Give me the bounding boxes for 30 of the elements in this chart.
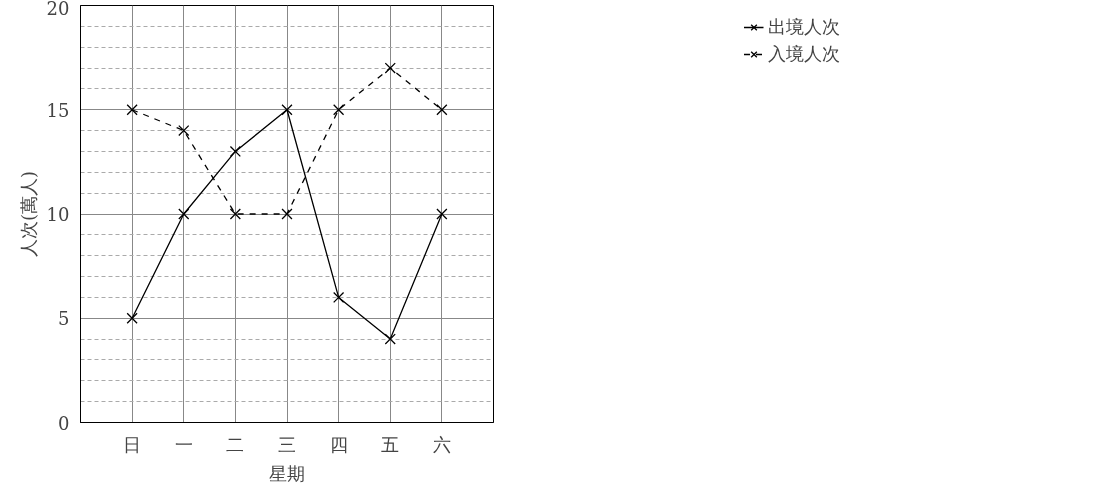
x-tick-label: 日 [123, 433, 142, 455]
y-tick-label: 5 [58, 308, 70, 330]
x-tick-label: 五 [381, 433, 400, 455]
point [281, 208, 293, 220]
y-tick-label: 10 [46, 204, 70, 225]
point [384, 333, 396, 345]
x-tick-label: 四 [329, 433, 348, 455]
y-tick-label: 0 [58, 412, 70, 434]
legend-label: 出境人次 [768, 15, 840, 39]
x-tick-label: 六 [432, 433, 451, 455]
y-axis-title: 人次(萬人) [17, 170, 39, 258]
point [178, 208, 190, 220]
point [333, 291, 345, 303]
x-axis-title: 星期 [269, 462, 305, 484]
point [229, 145, 241, 158]
point [126, 104, 138, 116]
x-tick-label: 一 [174, 433, 193, 455]
point [333, 104, 345, 116]
legend-label: 入境人次 [768, 42, 840, 66]
y-tick-label: 20 [46, 0, 70, 19]
point [229, 208, 241, 220]
y-tick-label: 15 [46, 99, 70, 121]
point [436, 208, 448, 220]
point [281, 104, 293, 116]
point [126, 312, 138, 324]
x-tick-label: 二 [226, 433, 245, 455]
point [178, 125, 190, 137]
point [436, 104, 448, 116]
point [384, 62, 396, 74]
x-tick-label: 三 [278, 433, 296, 455]
